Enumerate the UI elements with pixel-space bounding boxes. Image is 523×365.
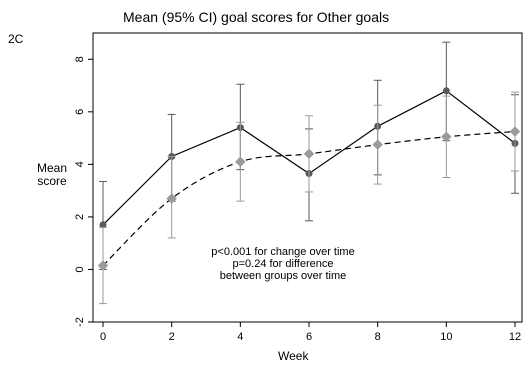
x-axis-title: Week: [278, 349, 309, 363]
y-tick-label: -2: [74, 317, 86, 327]
data-point-diamond: [235, 156, 246, 167]
y-tick-label: 0: [74, 266, 86, 272]
x-tick-label: 2: [169, 331, 175, 343]
chart-title: Mean (95% CI) goal scores for Other goal…: [123, 9, 390, 25]
data-point-diamond: [97, 260, 109, 271]
annotation-line-1: p<0.001 for change over time: [211, 246, 355, 258]
y-tick-label: 6: [74, 109, 86, 115]
x-tick-label: 8: [375, 331, 381, 343]
data-point-diamond: [441, 131, 452, 142]
data-point-circle: [99, 221, 107, 229]
y-tick-label: 8: [74, 56, 86, 62]
panel-label: 2C: [8, 32, 24, 46]
y-tick-label: 2: [74, 214, 86, 220]
p-value-annotation: p<0.001 for change over time p=0.24 for …: [200, 246, 366, 282]
y-axis-title-line-2: score: [37, 174, 67, 188]
data-point-diamond: [303, 148, 315, 160]
data-point-diamond: [166, 193, 177, 204]
plot-frame: [92, 32, 523, 323]
x-tick-label: 10: [440, 331, 452, 343]
annotation-line-2: p=0.24 for difference: [232, 258, 334, 270]
annotation-line-3: between groups over time: [219, 270, 347, 282]
x-tick-label: 0: [100, 331, 106, 343]
x-tick-label: 12: [509, 331, 521, 343]
y-tick-label: 4: [74, 161, 86, 167]
y-axis-title-line-1: Mean: [36, 161, 68, 175]
y-axis-title: Mean score: [32, 162, 72, 188]
data-point-diamond: [509, 126, 521, 137]
x-tick-label: 6: [306, 331, 312, 343]
x-tick-label: 4: [237, 331, 243, 343]
data-point-diamond: [372, 139, 383, 150]
data-point-circle: [442, 87, 450, 95]
